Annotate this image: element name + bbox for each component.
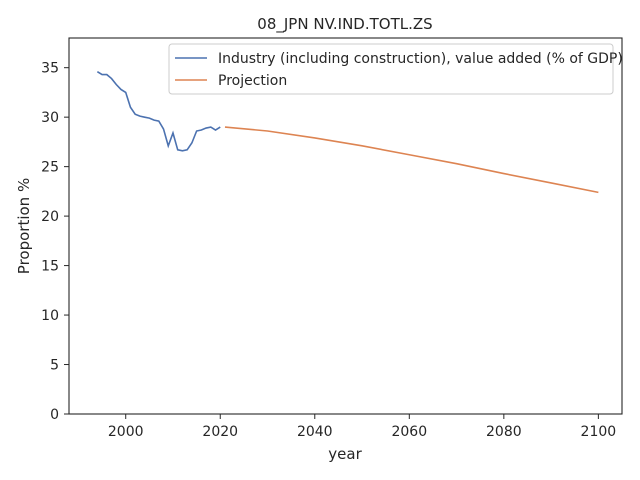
x-axis-label: year (328, 445, 362, 463)
x-tick-label: 2000 (108, 424, 144, 440)
x-axis-ticks: 2000 2020 2040 2060 2080 2100 (108, 414, 616, 440)
y-tick-label: 20 (41, 209, 59, 225)
y-tick-label: 10 (41, 308, 59, 324)
x-tick-label: 2020 (202, 424, 238, 440)
y-tick-label: 15 (41, 259, 59, 275)
series-line-0 (96, 70, 221, 152)
series-line-1 (224, 126, 599, 194)
y-tick-label: 25 (41, 160, 59, 176)
legend-box (168, 43, 614, 95)
y-tick-label: 0 (50, 407, 59, 423)
legend: Industry (including construction), value… (168, 43, 623, 95)
y-tick-label: 30 (41, 110, 59, 126)
plot-frame (68, 37, 623, 415)
chart-title: 08_JPN NV.IND.TOTL.ZS (257, 15, 432, 34)
x-tick-label: 2040 (297, 424, 333, 440)
y-tick-label: 35 (41, 61, 59, 77)
legend-label-projection: Projection (218, 73, 287, 89)
x-tick-label: 2100 (581, 424, 617, 440)
y-axis-ticks: 0 5 10 15 20 25 30 35 (41, 61, 69, 423)
y-axis-label: Proportion % (15, 178, 33, 274)
plot-lines (96, 70, 599, 194)
x-tick-label: 2080 (486, 424, 522, 440)
legend-label-industry: Industry (including construction), value… (218, 51, 623, 67)
x-tick-label: 2060 (391, 424, 427, 440)
y-tick-label: 5 (50, 358, 59, 374)
